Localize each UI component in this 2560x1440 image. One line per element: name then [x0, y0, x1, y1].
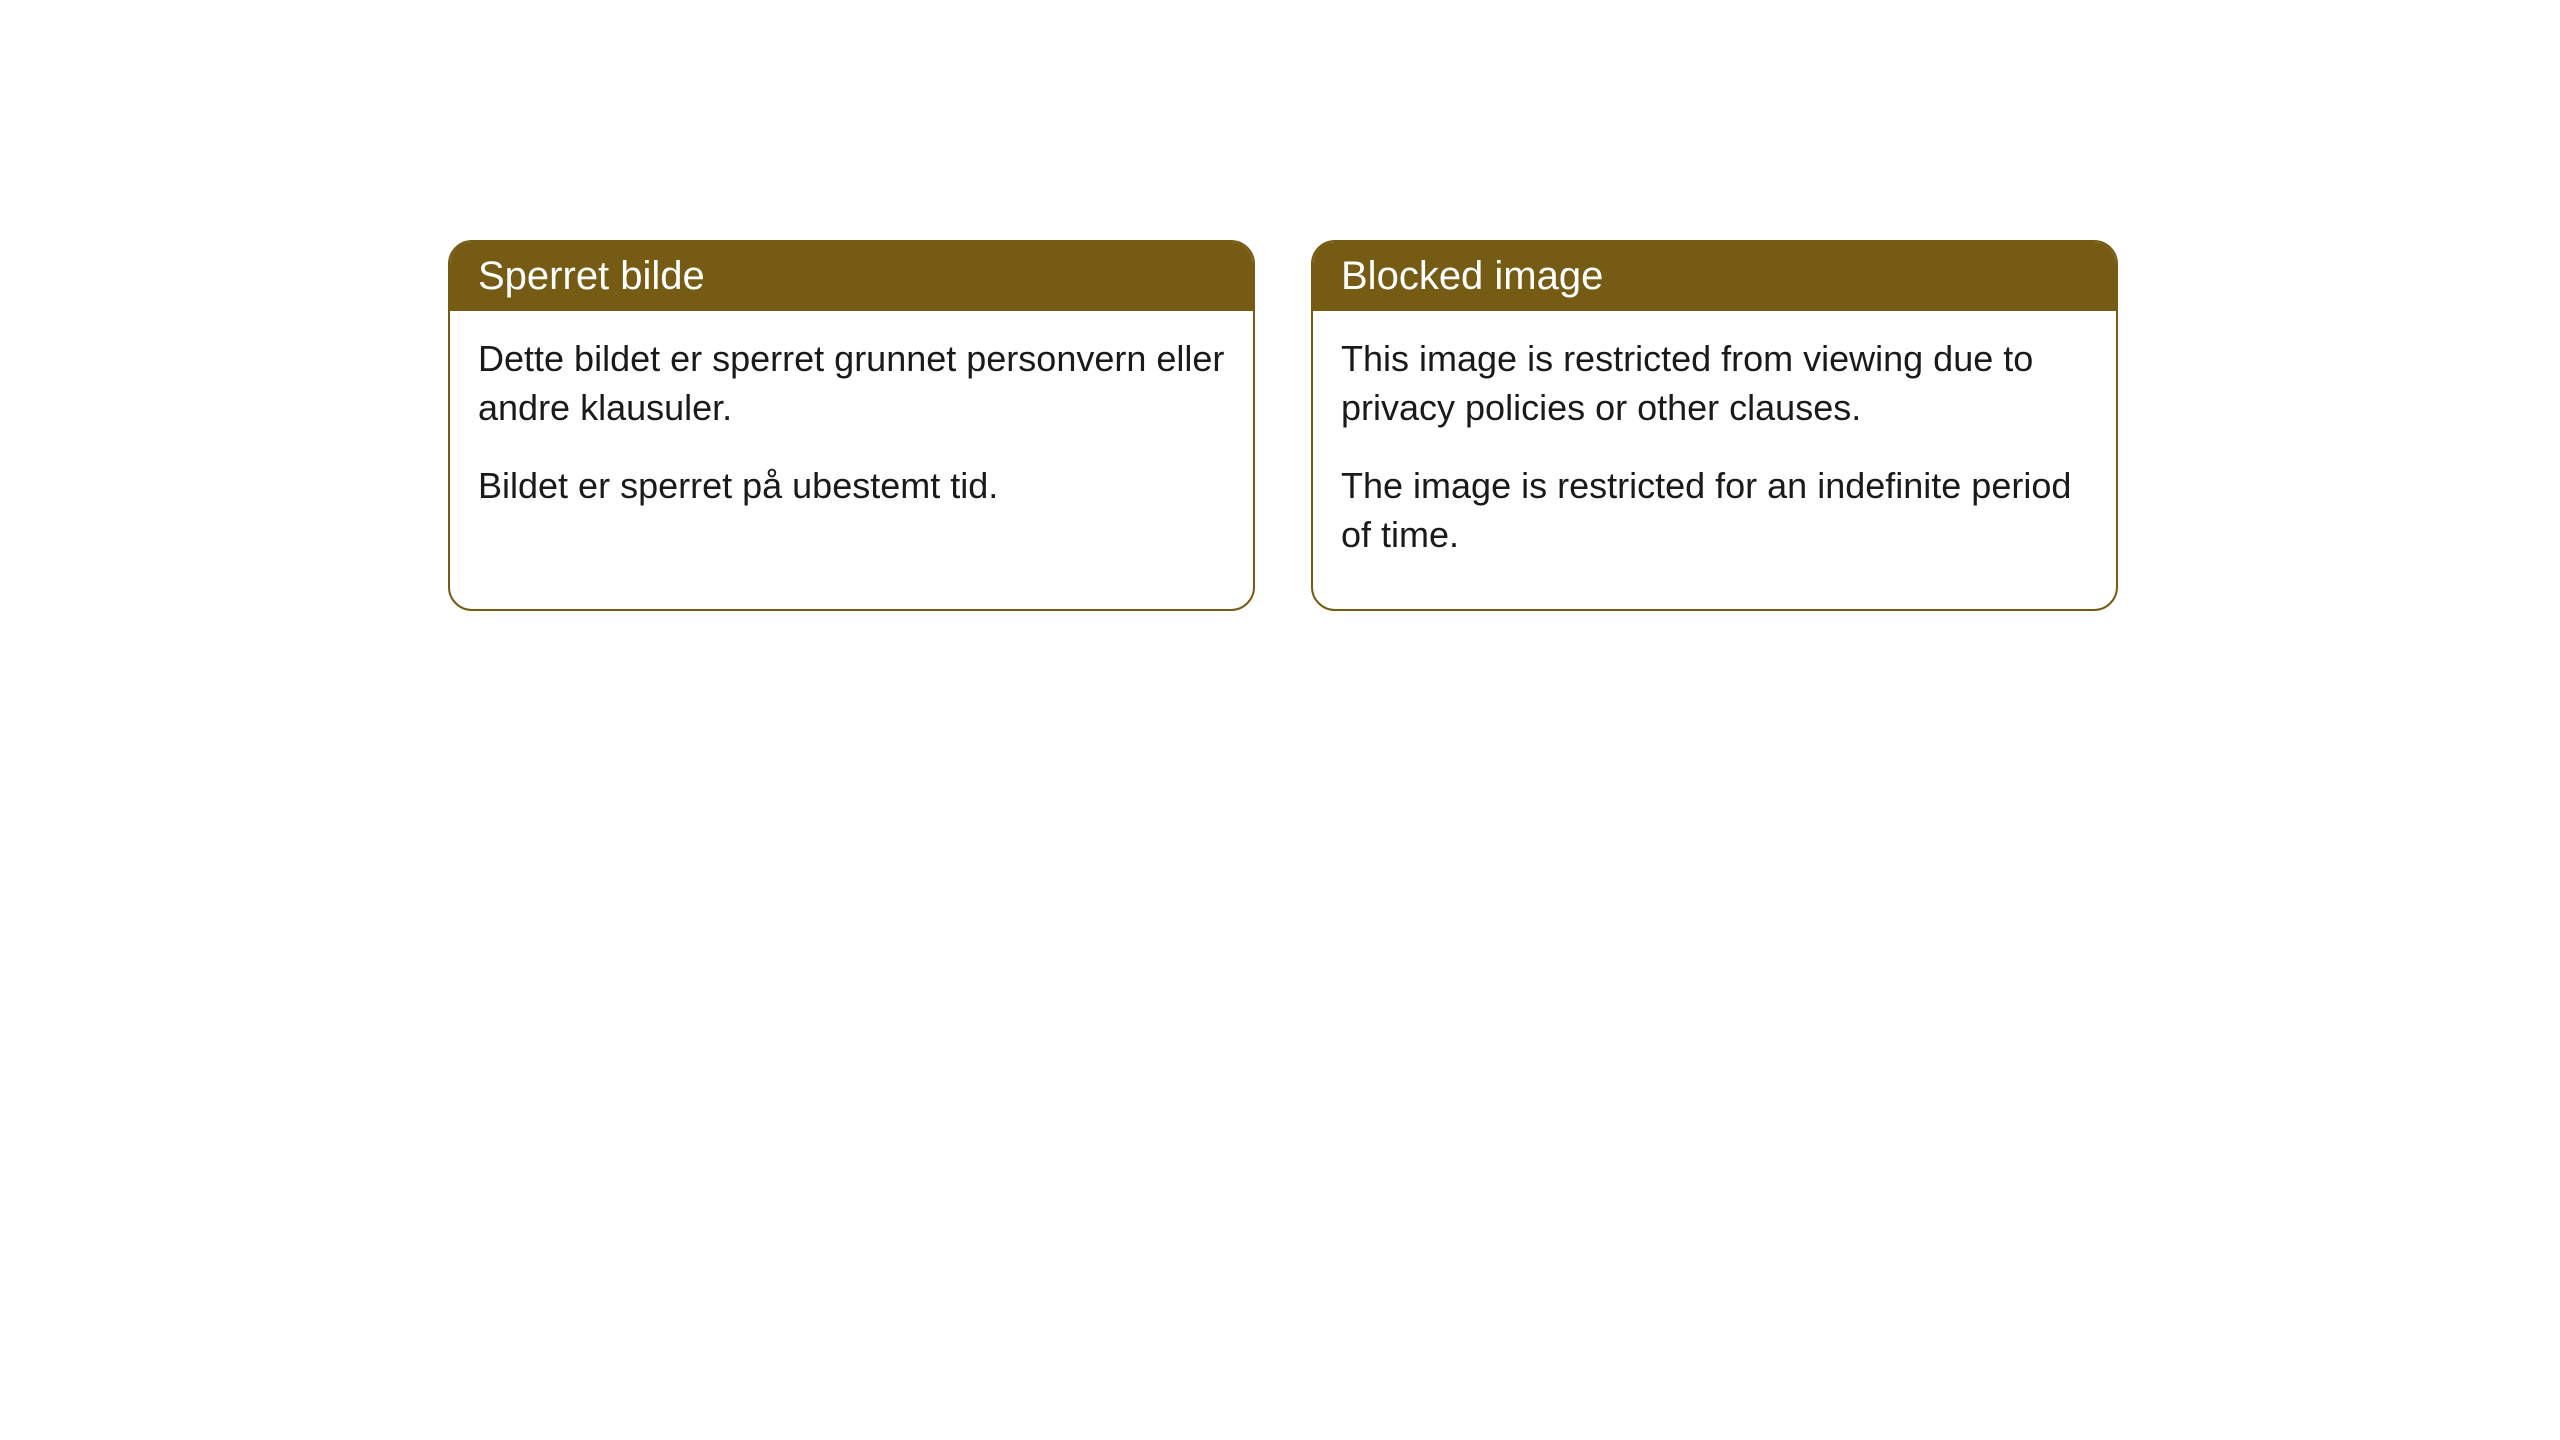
card-title-english: Blocked image [1341, 254, 1603, 298]
card-paragraph-1-english: This image is restricted from viewing du… [1341, 335, 2088, 432]
card-paragraph-2-norwegian: Bildet er sperret på ubestemt tid. [478, 462, 1225, 511]
card-header-english: Blocked image [1313, 242, 2116, 311]
blocked-image-card-english: Blocked image This image is restricted f… [1311, 240, 2118, 611]
notice-cards-container: Sperret bilde Dette bildet er sperret gr… [0, 0, 2560, 611]
card-paragraph-2-english: The image is restricted for an indefinit… [1341, 462, 2088, 559]
blocked-image-card-norwegian: Sperret bilde Dette bildet er sperret gr… [448, 240, 1255, 611]
card-body-english: This image is restricted from viewing du… [1313, 311, 2116, 609]
card-body-norwegian: Dette bildet er sperret grunnet personve… [450, 311, 1253, 561]
card-header-norwegian: Sperret bilde [450, 242, 1253, 311]
card-title-norwegian: Sperret bilde [478, 254, 705, 298]
card-paragraph-1-norwegian: Dette bildet er sperret grunnet personve… [478, 335, 1225, 432]
